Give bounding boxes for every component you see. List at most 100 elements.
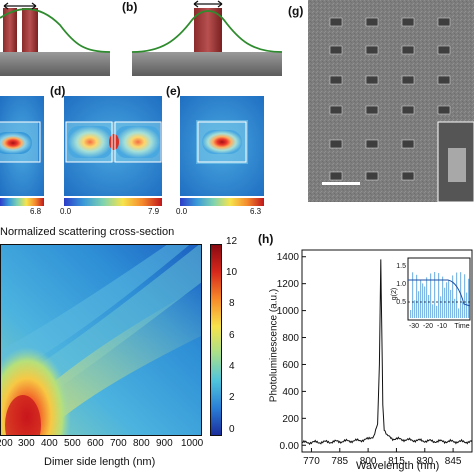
inset-histogram-bar [434, 272, 436, 318]
heatmap-cbar-ticks: 12 10 8 6 4 2 0 [226, 236, 246, 436]
inset-histogram-bar [430, 273, 432, 318]
heatmap-xtick: 500 [64, 438, 81, 449]
inset-histogram-bar [454, 298, 456, 318]
inset-ytick-label: 0.5 [396, 299, 406, 306]
pl-spectrum-line [301, 259, 473, 446]
heatmap-xtick: 600 [87, 438, 104, 449]
inset-histogram-bar [418, 291, 420, 318]
pl-axes-frame [301, 249, 473, 453]
inset-ytick-label: 1.0 [396, 281, 406, 288]
colorbar-c-max: 6.8 [30, 207, 42, 216]
pl-ytick-label: 400 [282, 387, 299, 398]
heatmap-xtick: 1000 [181, 438, 204, 449]
inset-histogram-bar [420, 279, 422, 318]
sem-nanopillar [401, 171, 415, 181]
inset-histogram-bar [438, 273, 440, 318]
colorbar-c [0, 198, 44, 206]
sem-image [308, 0, 474, 203]
heatmap-colorbar [210, 244, 222, 436]
sem-nanopillar [365, 45, 379, 55]
pl-ytick-label: 600 [282, 360, 299, 371]
sem-nanopillar [401, 105, 415, 115]
panel-label-b: (b) [122, 0, 138, 14]
inset-histogram-bar [452, 275, 454, 318]
sem-nanopillar [329, 17, 343, 27]
schematic-b [131, 0, 283, 90]
field-map-e-drawing [180, 96, 264, 196]
cbar-tick: 4 [229, 361, 235, 372]
inset-histogram-bar [446, 282, 448, 318]
panel-label-h: (h) [258, 232, 274, 246]
inset-histogram-bar [450, 289, 452, 318]
pl-ytick-label: 1000 [277, 306, 300, 317]
colorbar-e [180, 198, 264, 206]
sem-image-drawing [308, 0, 474, 203]
sem-nanopillar [401, 75, 415, 85]
inset-histogram-bar [448, 280, 450, 318]
sem-nanopillar [365, 75, 379, 85]
inset-histogram-bar [464, 274, 466, 318]
inset-histogram-bar [442, 276, 444, 318]
inset-histogram-bar [414, 300, 416, 318]
inset-xtick-label: -10 [437, 323, 447, 330]
inset-xtick-label: -20 [423, 323, 433, 330]
field-map-e [180, 96, 264, 196]
inset-histogram-bar [416, 274, 418, 318]
pl-chart: 0.00 200 400 600 800 1000 1200 1400 770 785 800 815… [277, 249, 473, 467]
heatmap-xtick: 300 [18, 438, 35, 449]
pl-xtick-label: 800 [360, 456, 377, 467]
inset-histogram-bar [444, 287, 446, 318]
colorbar-d-max: 7.9 [148, 207, 160, 216]
field-map-c [0, 96, 44, 196]
inset-histogram-bar [468, 278, 470, 318]
schematic-a-drawing [0, 2, 111, 76]
cbar-tick: 0 [229, 424, 235, 435]
heatmap-xtick: 400 [41, 438, 58, 449]
sem-nanopillar [437, 75, 451, 85]
sem-nanopillar [329, 105, 343, 115]
pl-ytick-label: 800 [282, 333, 299, 344]
pl-xtick-label: 845 [445, 456, 462, 467]
cbar-tick: 10 [226, 267, 238, 278]
pl-xtick-label: 785 [331, 456, 348, 467]
pl-ytick-label: 0.00 [280, 441, 300, 452]
heatmap-xticks: 200 300 400 500 600 700 800 900 1000 [0, 438, 204, 452]
sem-nanopillar [401, 139, 415, 149]
sem-nanopillar [365, 105, 379, 115]
field-map-c-drawing [0, 96, 44, 196]
sem-nanopillar [329, 45, 343, 55]
schematic-a [0, 0, 111, 90]
pl-xtick-label: 830 [416, 456, 433, 467]
colorbar-e-max: 6.3 [250, 207, 262, 216]
inset-histogram-bar [428, 294, 430, 318]
inset-fit-line [408, 279, 471, 307]
heatmap-title: Normalized scattering cross-section [0, 226, 175, 238]
cbar-tick: 12 [226, 236, 238, 247]
cbar-tick: 2 [229, 392, 235, 403]
pl-xtick-label: 815 [388, 456, 405, 467]
cbar-tick: 8 [229, 298, 235, 309]
pl-ytick-label: 1400 [277, 252, 300, 263]
colorbar-d [64, 198, 162, 206]
heatmap-xtick: 700 [110, 438, 127, 449]
panel-label-d: (d) [50, 84, 66, 98]
pl-xlabel: Wavelength (nm) [356, 460, 440, 472]
pl-ytick-label: 1200 [277, 279, 300, 290]
heatmap-plot [0, 244, 202, 436]
colorbar-d-min: 0.0 [60, 207, 72, 216]
sem-nanopillar [365, 171, 379, 181]
inset-histogram-bar [462, 301, 464, 318]
sem-nanopillar [401, 45, 415, 55]
inset-histogram-bar [456, 272, 458, 318]
sem-nanopillar [329, 171, 343, 181]
inset-histogram-bar [412, 272, 414, 318]
inset-ytick-label: 1.5 [396, 263, 406, 270]
schematic-b-drawing [131, 0, 283, 76]
heatmap-xtick: 900 [156, 438, 173, 449]
heatmap-xtick: 800 [133, 438, 150, 449]
inset-histogram-bar [426, 277, 428, 318]
heatmap-xtick: 200 [0, 438, 13, 449]
inset-xtick-label: -30 [409, 323, 419, 330]
panel-label-e: (e) [166, 84, 181, 98]
sem-nanopillar [329, 75, 343, 85]
